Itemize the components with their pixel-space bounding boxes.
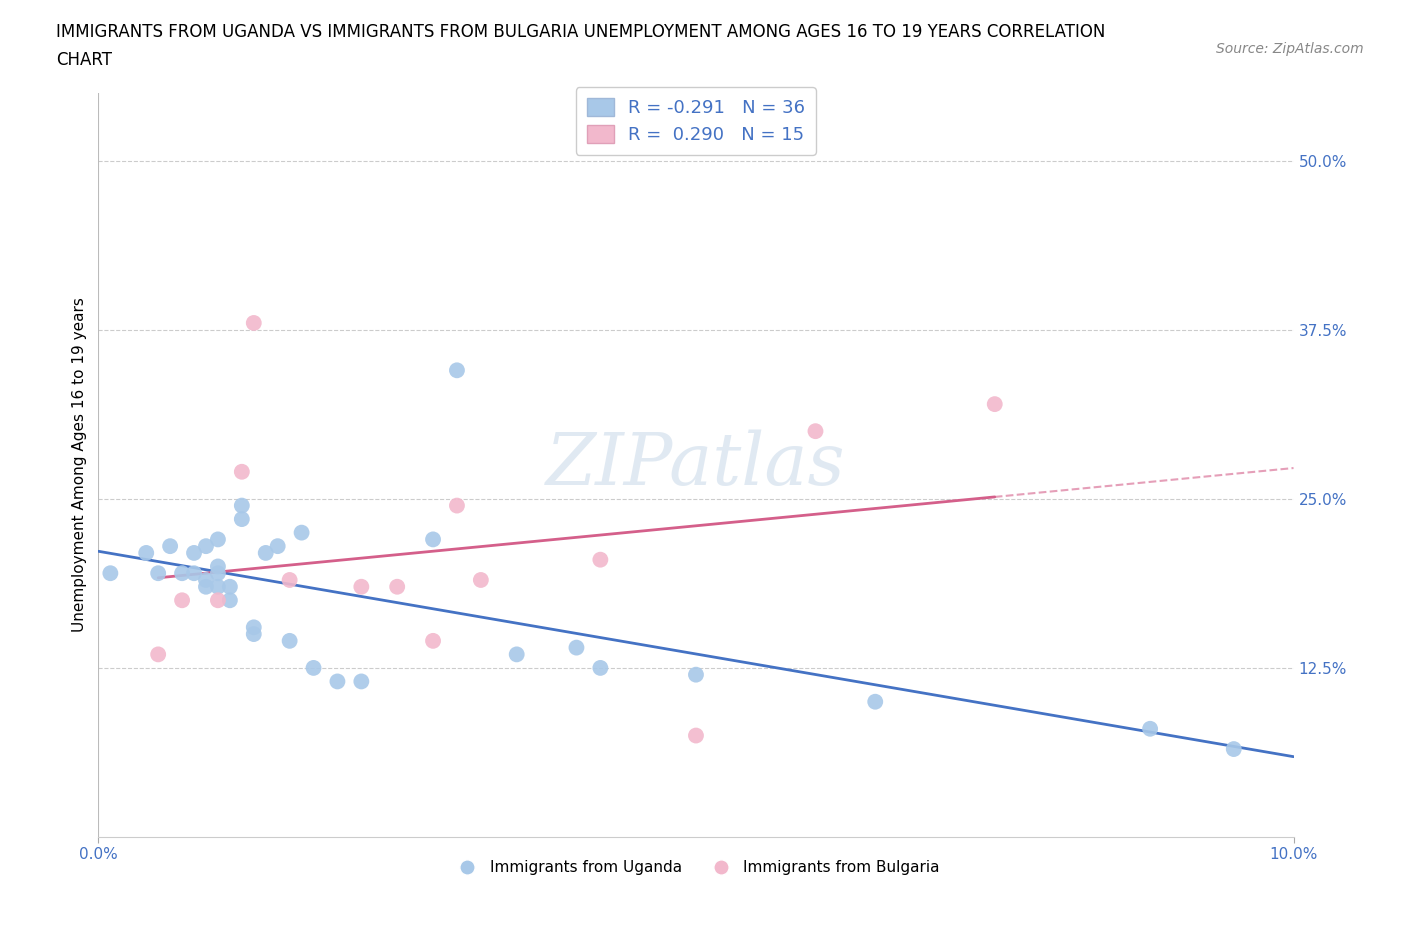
Point: [865, 695, 887, 710]
Point: [446, 363, 468, 378]
Point: [589, 552, 612, 567]
Point: [195, 538, 218, 553]
Point: [1223, 741, 1246, 756]
Y-axis label: Unemployment Among Ages 16 to 19 years: Unemployment Among Ages 16 to 19 years: [72, 298, 87, 632]
Point: [1139, 722, 1161, 737]
Point: [685, 667, 707, 682]
Point: [422, 633, 444, 648]
Point: [207, 579, 229, 594]
Point: [135, 546, 157, 561]
Point: [446, 498, 468, 513]
Point: [159, 538, 181, 553]
Point: [207, 559, 229, 574]
Point: [350, 579, 373, 594]
Point: [267, 538, 290, 553]
Point: [231, 498, 253, 513]
Point: [254, 546, 277, 561]
Point: [984, 397, 1007, 412]
Point: [98, 565, 122, 580]
Text: CHART: CHART: [56, 51, 112, 69]
Point: [302, 660, 325, 675]
Point: [219, 579, 242, 594]
Text: IMMIGRANTS FROM UGANDA VS IMMIGRANTS FROM BULGARIA UNEMPLOYMENT AMONG AGES 16 TO: IMMIGRANTS FROM UGANDA VS IMMIGRANTS FRO…: [56, 23, 1105, 41]
Point: [804, 424, 827, 439]
Point: [350, 674, 373, 689]
Point: [278, 633, 301, 648]
Legend: Immigrants from Uganda, Immigrants from Bulgaria: Immigrants from Uganda, Immigrants from …: [446, 855, 946, 882]
Point: [172, 592, 194, 607]
Point: [243, 315, 266, 330]
Point: [422, 532, 444, 547]
Point: [172, 565, 194, 580]
Point: [195, 579, 218, 594]
Point: [278, 573, 301, 588]
Point: [291, 525, 314, 540]
Point: [207, 532, 229, 547]
Point: [589, 660, 612, 675]
Point: [183, 565, 205, 580]
Point: [183, 546, 205, 561]
Text: ZIPatlas: ZIPatlas: [546, 430, 846, 500]
Point: [207, 592, 229, 607]
Point: [243, 620, 266, 635]
Point: [148, 565, 170, 580]
Point: [565, 640, 588, 655]
Point: [219, 592, 242, 607]
Point: [243, 627, 266, 642]
Point: [685, 728, 707, 743]
Point: [231, 464, 253, 479]
Point: [207, 565, 229, 580]
Point: [326, 674, 349, 689]
Point: [148, 647, 170, 662]
Point: [470, 573, 492, 588]
Point: [231, 512, 253, 526]
Point: [506, 647, 529, 662]
Point: [385, 579, 409, 594]
Text: Source: ZipAtlas.com: Source: ZipAtlas.com: [1216, 42, 1364, 56]
Point: [195, 573, 218, 588]
